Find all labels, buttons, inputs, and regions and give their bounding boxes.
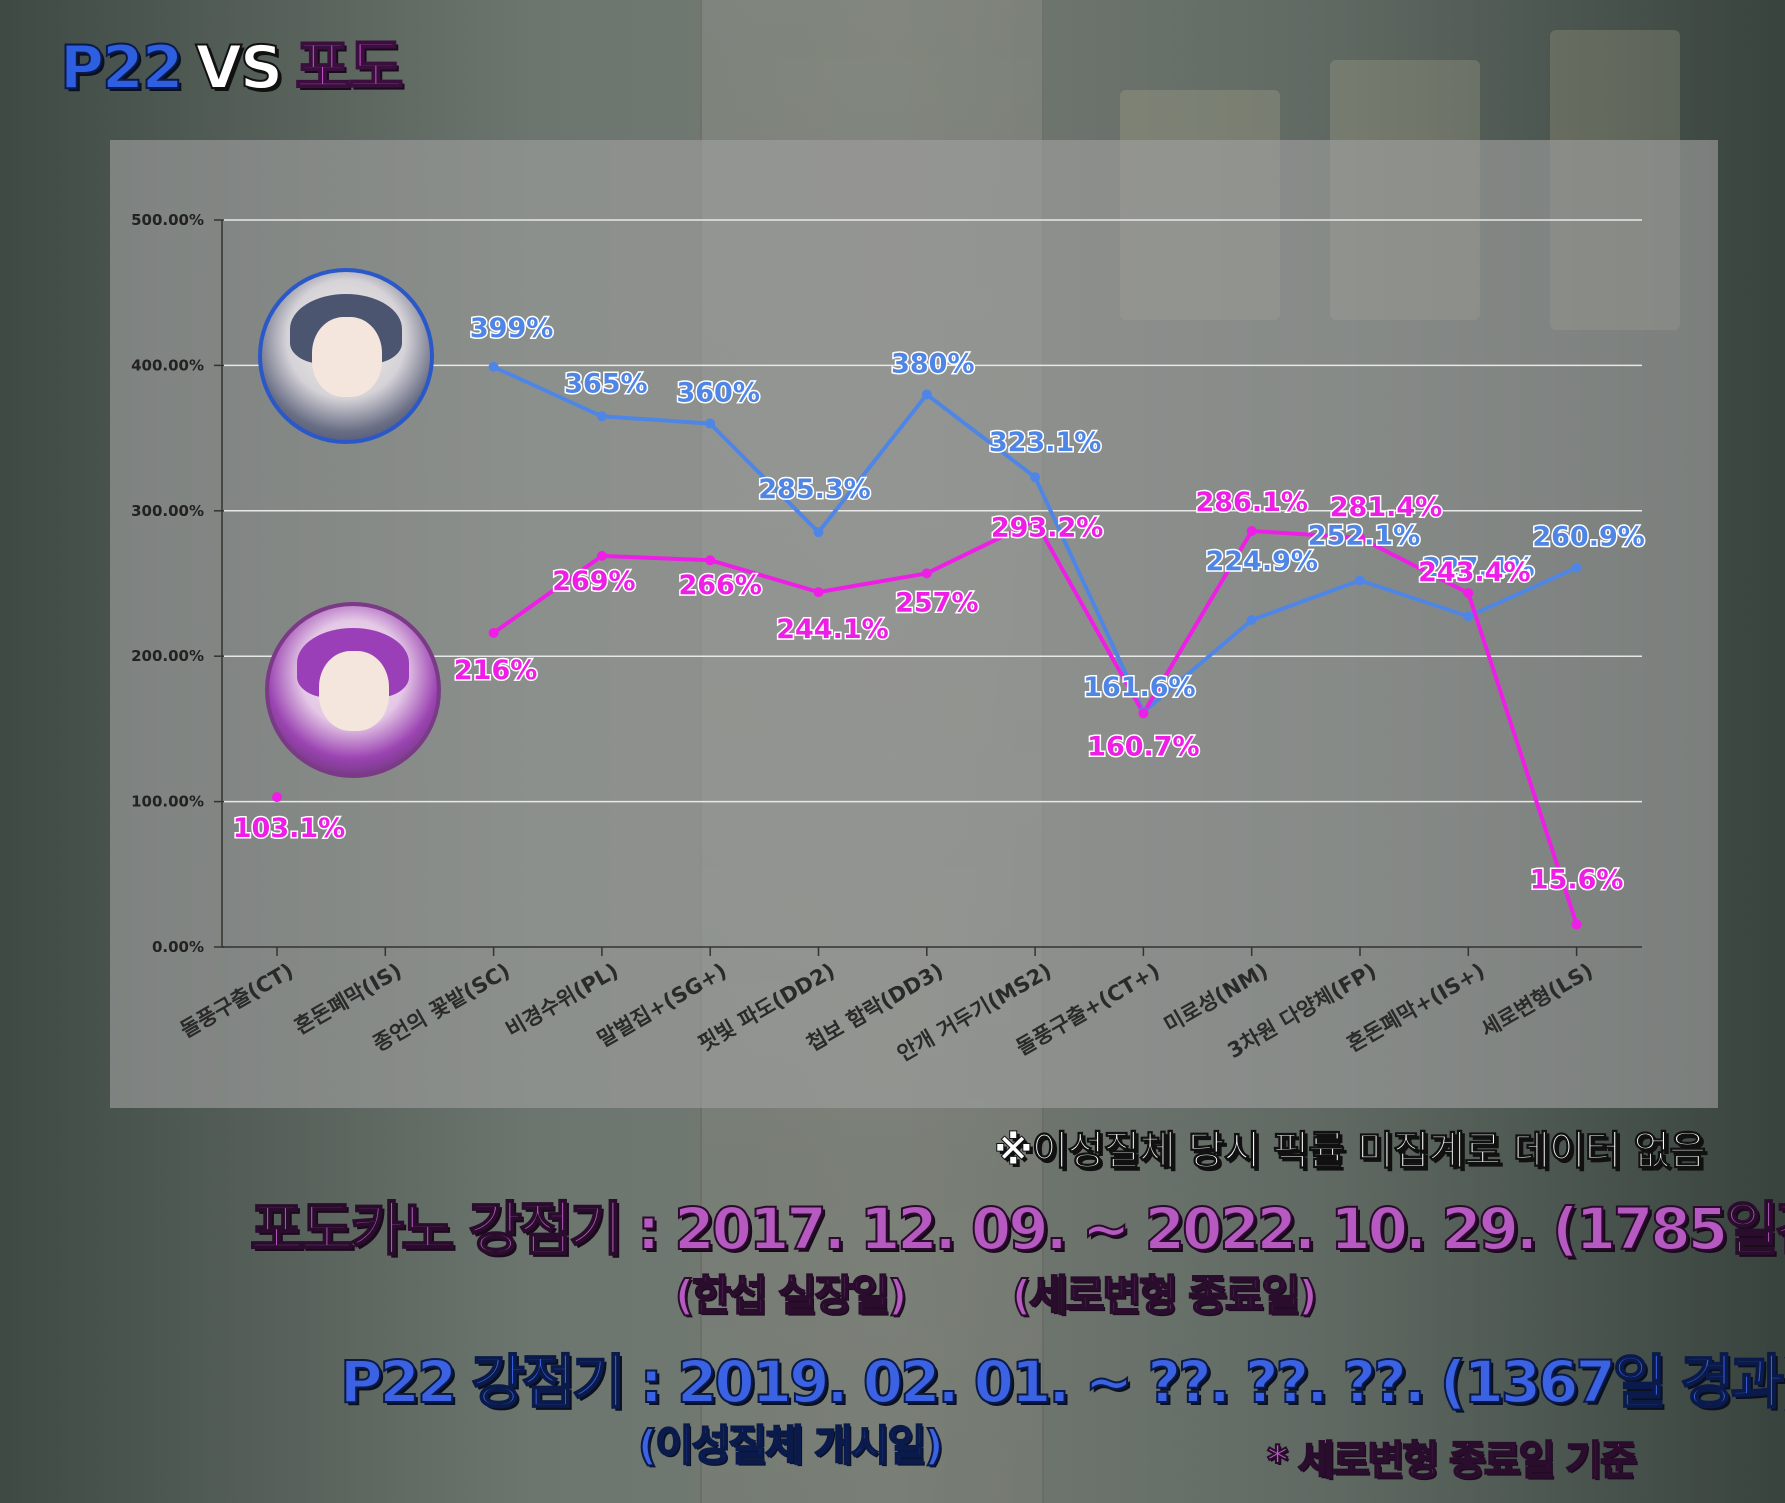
data-point bbox=[488, 627, 499, 638]
data-point bbox=[596, 411, 607, 422]
chart-title: P22 VS 포도 bbox=[59, 37, 405, 99]
podo-avatar bbox=[265, 602, 441, 778]
y-tick-label: 500.00% bbox=[131, 211, 204, 229]
data-label: 285.3% bbox=[758, 474, 870, 505]
data-label: 365% bbox=[564, 368, 647, 399]
data-point bbox=[813, 587, 824, 598]
data-label: 269% bbox=[552, 566, 635, 597]
data-label: 227.4% bbox=[1422, 552, 1534, 583]
data-point bbox=[1355, 575, 1365, 586]
data-label: 252.1% bbox=[1308, 520, 1420, 551]
data-label: 380% bbox=[891, 348, 974, 379]
data-point bbox=[1571, 562, 1582, 573]
data-label: 15.6% bbox=[1530, 864, 1624, 895]
data-label: 160.7% bbox=[1087, 731, 1199, 762]
title-podo: 포도 bbox=[294, 33, 404, 103]
data-point bbox=[596, 550, 607, 561]
avatar-face bbox=[312, 317, 382, 397]
y-tick-label: 400.00% bbox=[131, 356, 204, 374]
data-point bbox=[1355, 532, 1365, 543]
data-label: 257% bbox=[895, 587, 978, 618]
data-label: 243.4% bbox=[1418, 557, 1530, 588]
data-label: 281.4% bbox=[1330, 492, 1442, 523]
data-point bbox=[921, 568, 932, 579]
data-label: 216% bbox=[454, 655, 537, 686]
y-tick-label: 200.00% bbox=[131, 647, 204, 665]
data-point bbox=[1246, 526, 1257, 537]
data-point bbox=[488, 361, 499, 372]
data-label: 293.2% bbox=[991, 513, 1103, 544]
data-point bbox=[1030, 472, 1041, 483]
data-point bbox=[1138, 708, 1149, 719]
data-label: 399% bbox=[470, 313, 553, 344]
data-point bbox=[1463, 588, 1474, 599]
data-point bbox=[921, 389, 932, 400]
y-tick-label: 300.00% bbox=[131, 502, 204, 520]
data-label: 224.9% bbox=[1205, 546, 1317, 577]
data-label: 286.1% bbox=[1195, 487, 1307, 518]
series-line-1 bbox=[492, 518, 1579, 925]
p22-footnote: * 세로변형 종료일 기준 bbox=[1266, 1437, 1638, 1485]
data-point bbox=[272, 792, 282, 803]
data-label: 161.6% bbox=[1083, 672, 1195, 703]
podo-start-note: (한섭 실장일) bbox=[674, 1270, 908, 1321]
podo-period: 포도카노 강점기 : 2017. 12. 09. ~ 2022. 10. 29.… bbox=[249, 1194, 1785, 1264]
data-label: 266% bbox=[678, 570, 761, 601]
data-point bbox=[705, 418, 716, 429]
data-label: 323.1% bbox=[989, 427, 1101, 458]
data-point bbox=[813, 527, 824, 538]
data-point bbox=[1030, 515, 1041, 526]
p22-avatar bbox=[258, 268, 434, 444]
data-point bbox=[1571, 919, 1582, 930]
data-label: 244.1% bbox=[776, 614, 888, 645]
p22-period: P22 강점기 : 2019. 02. 01. ~ ??. ??. ??. (1… bbox=[339, 1347, 1785, 1417]
data-note: ※이성질체 당시 픽률 미집계로 데이터 없음 bbox=[993, 1128, 1706, 1175]
title-vs: VS bbox=[194, 33, 284, 103]
podo-end-note: (세로변형 종료일) bbox=[1011, 1270, 1318, 1321]
data-label: 360% bbox=[676, 378, 759, 409]
y-tick-label: 0.00% bbox=[152, 938, 204, 956]
p22-start-note: (이성질체 개시일) bbox=[637, 1420, 944, 1471]
data-point bbox=[705, 555, 716, 566]
x-tick-label: 돌풍구출(CT) bbox=[176, 959, 297, 1043]
data-point bbox=[1463, 611, 1474, 622]
x-tick-label: 세로변형(LS) bbox=[1477, 959, 1597, 1042]
avatar-face bbox=[319, 651, 389, 731]
title-p22: P22 bbox=[59, 33, 185, 103]
data-label: 103.1% bbox=[233, 813, 345, 844]
data-label: 260.9% bbox=[1532, 522, 1644, 553]
y-tick-label: 100.00% bbox=[131, 793, 204, 811]
data-point bbox=[1246, 614, 1257, 625]
